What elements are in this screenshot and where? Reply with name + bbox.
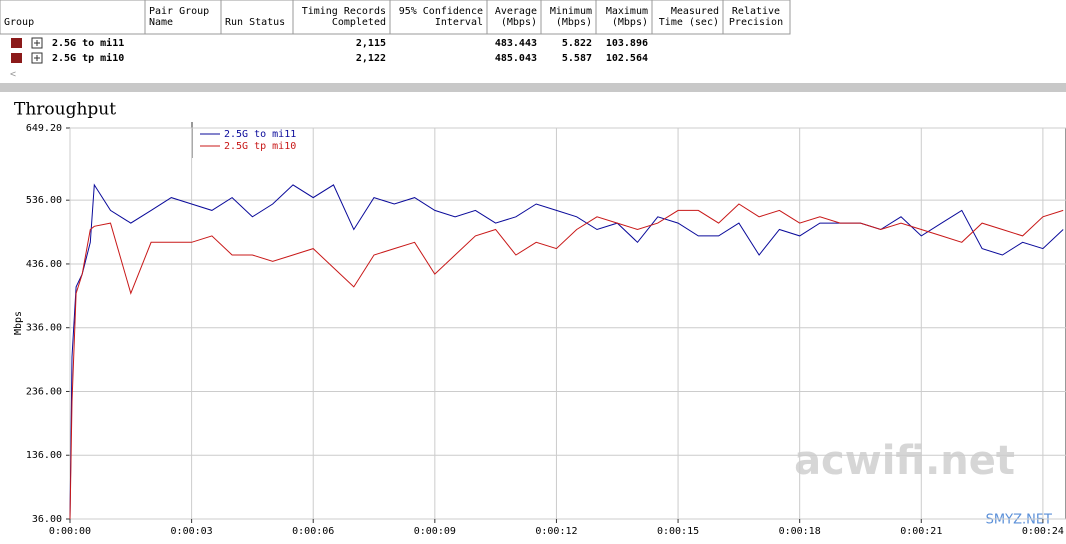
column-header[interactable]: Precision xyxy=(729,17,783,28)
legend-label: 2.5G tp mi10 xyxy=(224,141,296,152)
column-header[interactable]: Maximum xyxy=(606,6,648,17)
y-tick-label: 336.00 xyxy=(26,323,62,334)
x-tick-label: 0:00:03 xyxy=(171,526,213,537)
watermark: SMYZ.NET xyxy=(986,513,1052,528)
x-tick-label: 0:00:21 xyxy=(900,526,942,537)
x-tick-label: 0:00:12 xyxy=(535,526,577,537)
table-cell[interactable]: 2.5G to mi11 xyxy=(52,37,124,49)
legend-label: 2.5G to mi11 xyxy=(224,129,296,140)
x-tick-label: 0:00:00 xyxy=(49,526,91,537)
chart-title: Throughput xyxy=(14,100,116,120)
column-header[interactable]: (Mbps) xyxy=(612,17,648,28)
y-tick-label: 536.00 xyxy=(26,195,62,206)
table-cell: 2,115 xyxy=(356,38,386,49)
y-tick-label: 236.00 xyxy=(26,386,62,397)
x-tick-label: 0:00:24 xyxy=(1022,526,1064,537)
group-icon[interactable] xyxy=(11,38,22,48)
column-header[interactable]: Group xyxy=(4,17,34,28)
watermark: acwifi.net xyxy=(794,438,1015,484)
x-tick-label: 0:00:06 xyxy=(292,526,334,537)
column-header[interactable]: Minimum xyxy=(550,6,592,17)
table-header xyxy=(0,0,791,35)
table-cell: 103.896 xyxy=(606,38,648,49)
y-tick-label: 436.00 xyxy=(26,259,62,270)
column-header[interactable]: Time (sec) xyxy=(659,17,719,28)
column-header[interactable]: Interval xyxy=(435,17,483,28)
y-tick-label: 136.00 xyxy=(26,450,62,461)
table-cell: 5.587 xyxy=(562,53,592,64)
column-header[interactable]: Relative xyxy=(732,6,780,17)
y-tick-label: 36.00 xyxy=(32,514,62,525)
column-header[interactable]: Name xyxy=(149,17,173,28)
scroll-arrow[interactable]: < xyxy=(10,69,16,80)
table-cell: 2,122 xyxy=(356,53,386,64)
group-icon[interactable] xyxy=(11,53,22,63)
splitter[interactable] xyxy=(0,83,1066,92)
column-header[interactable]: Pair Group xyxy=(149,6,209,17)
column-header[interactable]: (Mbps) xyxy=(501,17,537,28)
expand-plus xyxy=(34,55,40,61)
x-tick-label: 0:00:15 xyxy=(657,526,699,537)
table-cell: 483.443 xyxy=(495,38,537,49)
column-header[interactable]: Completed xyxy=(332,17,386,28)
y-tick-label: 649.20 xyxy=(26,123,62,134)
column-header[interactable]: Timing Records xyxy=(302,6,386,17)
column-header[interactable]: Run Status xyxy=(225,17,285,28)
plot-area xyxy=(69,127,1066,520)
x-tick-label: 0:00:09 xyxy=(414,526,456,537)
series-line xyxy=(69,203,1064,520)
column-header[interactable]: (Mbps) xyxy=(556,17,592,28)
expand-plus xyxy=(34,40,40,46)
column-header[interactable]: 95% Confidence xyxy=(399,6,483,17)
series-line xyxy=(69,183,1064,520)
table-cell[interactable]: 2.5G tp mi10 xyxy=(52,52,124,64)
table-cell: 485.043 xyxy=(495,53,537,64)
table-cell: 5.822 xyxy=(562,38,592,49)
table-cell: 102.564 xyxy=(606,53,648,64)
y-axis-label: Mbps xyxy=(13,311,24,335)
x-tick-label: 0:00:18 xyxy=(779,526,821,537)
column-header[interactable]: Average xyxy=(495,6,537,17)
column-header[interactable]: Measured xyxy=(671,6,719,17)
